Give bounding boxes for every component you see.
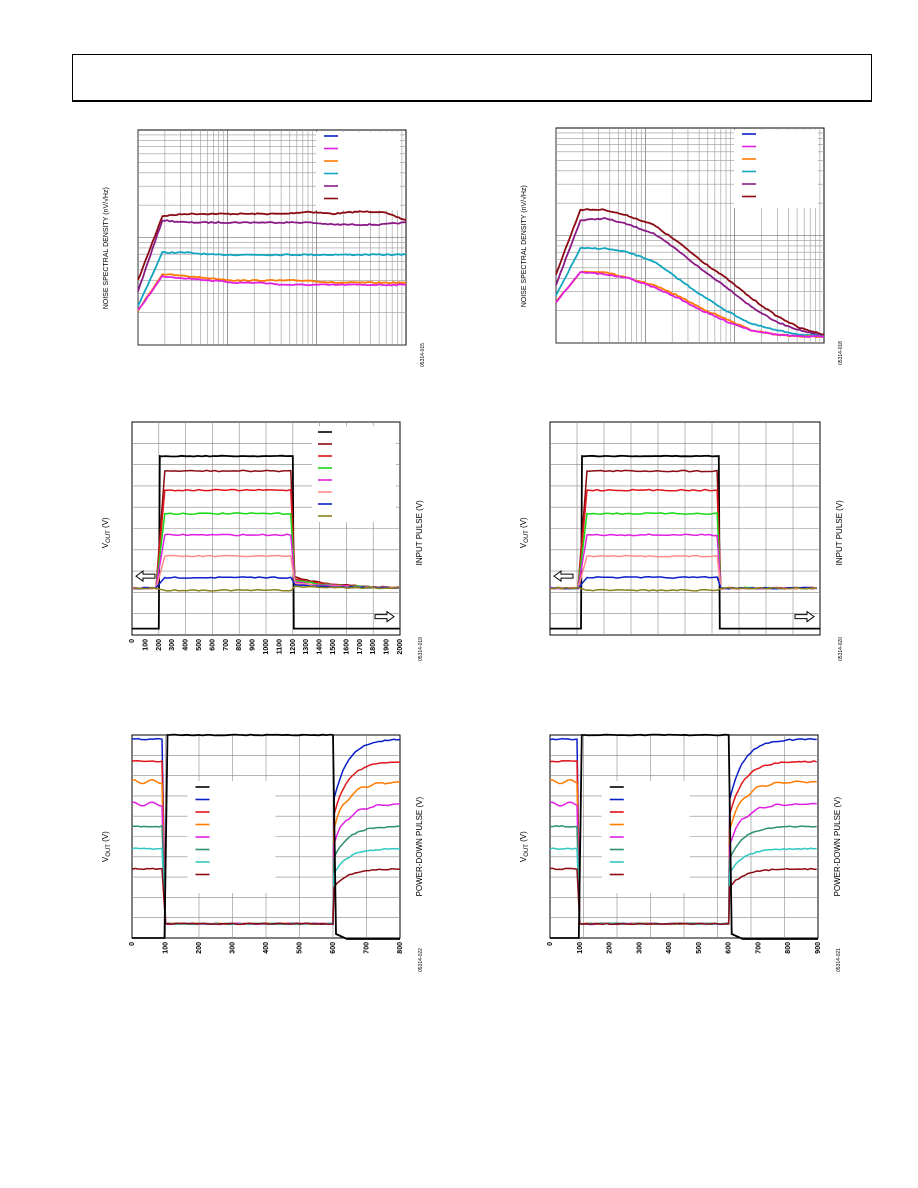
right-axis-label: INPUT PULSE (V)	[835, 500, 844, 566]
figure-id: 05314-022	[418, 948, 424, 972]
y-axis-label: VOUT (V)	[101, 517, 112, 548]
page-header-box	[72, 54, 872, 102]
series-line-black	[550, 733, 818, 940]
series-line-orange	[137, 273, 407, 312]
series-line-olive	[550, 586, 817, 592]
x-tick-label: 1400	[317, 639, 324, 655]
series-line-blue	[549, 576, 817, 590]
x-tick-label: 1500	[330, 639, 337, 655]
series-line-red	[131, 488, 399, 590]
x-tick-label: 700	[364, 942, 371, 954]
x-tick-label: 1800	[370, 639, 377, 655]
y-axis-label: VOUT (V)	[101, 831, 112, 862]
x-tick-label: 1700	[357, 639, 364, 655]
noise-density-chart-right: NOISE SPECTRAL DENSITY (nV/√Hz) 05314-018	[520, 127, 844, 365]
figure-id: 05314-020	[838, 637, 844, 661]
series-line-black	[132, 454, 400, 630]
x-tick-label: 1600	[343, 639, 350, 655]
figure-id: 05314-021	[836, 948, 842, 972]
noise-density-chart-left: NOISE SPECTRAL DENSITY (nV/√Hz) 05314-015	[102, 129, 426, 367]
input-pulse-response-chart-right: VOUT (V) INPUT PULSE (V) 05314-020	[519, 421, 844, 661]
series-line-olive	[131, 585, 399, 592]
x-tick-label: 1300	[303, 639, 310, 655]
x-tick-label: 300	[169, 639, 176, 651]
x-tick-label: 600	[726, 942, 733, 954]
x-tick-label: 900	[815, 942, 822, 954]
legend-box	[312, 426, 396, 522]
x-tick-label: 0	[129, 942, 136, 946]
input-pulse-response-chart-left: VOUT (V) INPUT PULSE (V) 05314-019 0 100 200 3…	[101, 421, 424, 661]
x-tick-label: 500	[696, 942, 703, 954]
series-line-darkred	[131, 867, 401, 926]
series-line-darkred	[137, 210, 407, 281]
x-tick-label: 1000	[263, 639, 270, 655]
right-arrow-icon	[794, 610, 815, 623]
series-line-green	[131, 512, 399, 590]
x-tick-label: 400	[263, 942, 270, 954]
power-down-response-chart-right: VOUT (V) POWER-DOWN PULSE (V) 05314-021 0 10…	[519, 733, 842, 972]
left-arrow-icon	[553, 570, 574, 583]
x-tick-label: 700	[755, 942, 762, 954]
x-tick-label: 1900	[384, 639, 391, 655]
power-down-response-chart-left: VOUT (V) POWER-DOWN PULSE (V) 05314-022 0 10…	[101, 733, 424, 972]
series-line-darkred	[550, 867, 817, 926]
series-line-purple	[137, 219, 407, 292]
x-tick-label: 800	[236, 639, 243, 651]
x-tick-label: 200	[196, 942, 203, 954]
x-tick-label: 0	[129, 639, 136, 643]
right-axis-label: POWER-DOWN PULSE (V)	[833, 797, 842, 897]
y-axis-label: NOISE SPECTRAL DENSITY (nV/√Hz)	[520, 185, 528, 307]
x-tick-label: 700	[223, 639, 230, 651]
x-tick-label: 400	[666, 942, 673, 954]
series-line-magenta	[137, 274, 407, 311]
figure-id: 05314-015	[420, 343, 426, 367]
series-line-black	[132, 733, 400, 940]
left-arrow-icon	[135, 570, 156, 583]
series-line-purple	[555, 216, 825, 338]
x-tick-label: 600	[209, 639, 216, 651]
figure-id: 05314-018	[838, 341, 844, 365]
right-axis-label: POWER-DOWN PULSE (V)	[415, 797, 424, 897]
legend-box	[316, 132, 400, 210]
x-tick-label: 600	[330, 942, 337, 954]
x-tick-label: 1100	[276, 639, 283, 654]
x-tick-label: 1200	[290, 639, 297, 655]
series-line-cyan	[555, 246, 825, 338]
x-tick-label: 300	[230, 942, 237, 954]
x-tick-label: 2000	[397, 639, 404, 655]
series-line-cyan	[137, 251, 407, 307]
series-line-magenta	[555, 270, 825, 338]
legend-box	[734, 130, 818, 208]
x-tick-label: 800	[785, 942, 792, 954]
x-tick-label: 300	[636, 942, 643, 954]
x-tick-label: 100	[142, 639, 149, 651]
x-tick-label: 400	[183, 639, 190, 651]
y-axis-label: NOISE SPECTRAL DENSITY (nV/√Hz)	[102, 187, 110, 309]
right-axis-label: INPUT PULSE (V)	[415, 500, 424, 566]
x-tick-label: 900	[250, 639, 257, 651]
figure-id: 05314-019	[418, 637, 424, 661]
x-tick-label: 800	[397, 942, 404, 954]
right-arrow-icon	[374, 610, 395, 623]
x-tick-label: 200	[607, 942, 614, 954]
series-line-darkred	[555, 208, 824, 336]
x-tick-label: 0	[547, 942, 554, 946]
x-tick-label: 500	[196, 639, 203, 651]
x-tick-label: 500	[297, 942, 304, 954]
x-tick-label: 100	[163, 942, 170, 954]
y-axis-label: VOUT (V)	[519, 517, 530, 548]
series-line-black	[550, 454, 820, 630]
x-tick-label: 200	[156, 639, 163, 651]
x-tick-label: 100	[577, 942, 584, 954]
y-axis-label: VOUT (V)	[519, 831, 530, 862]
